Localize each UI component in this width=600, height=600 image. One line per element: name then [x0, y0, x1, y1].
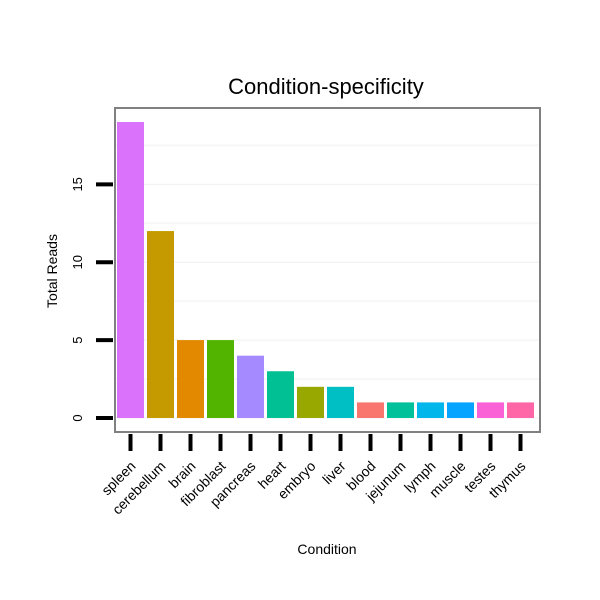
chart-title: Condition-specificity: [228, 74, 424, 99]
bar-brain: [177, 340, 204, 418]
y-tick-label: 5: [70, 336, 85, 343]
bar-heart: [267, 371, 294, 418]
x-axis-label: Condition: [297, 541, 356, 557]
bar-liver: [327, 386, 354, 418]
y-axis-ticks: 0 5 10 15: [70, 177, 113, 422]
bar-spleen: [117, 122, 144, 418]
bar-pancreas: [237, 355, 264, 418]
y-axis-label: Total Reads: [44, 234, 60, 308]
plot-panel-border: [114, 107, 541, 433]
bar-thymus: [507, 402, 534, 418]
bar-fibroblast: [207, 340, 234, 418]
y-tick-label: 10: [70, 255, 85, 269]
bar-testes: [477, 402, 504, 418]
bars: [117, 122, 534, 418]
bar-blood: [357, 402, 384, 418]
bar-lymph: [417, 402, 444, 418]
bar-jejunum: [387, 402, 414, 418]
y-tick-label: 0: [70, 414, 85, 421]
y-tick-label: 15: [70, 177, 85, 191]
bar-embryo: [297, 386, 324, 418]
bar-cerebellum: [147, 231, 174, 418]
bar-muscle: [447, 402, 474, 418]
